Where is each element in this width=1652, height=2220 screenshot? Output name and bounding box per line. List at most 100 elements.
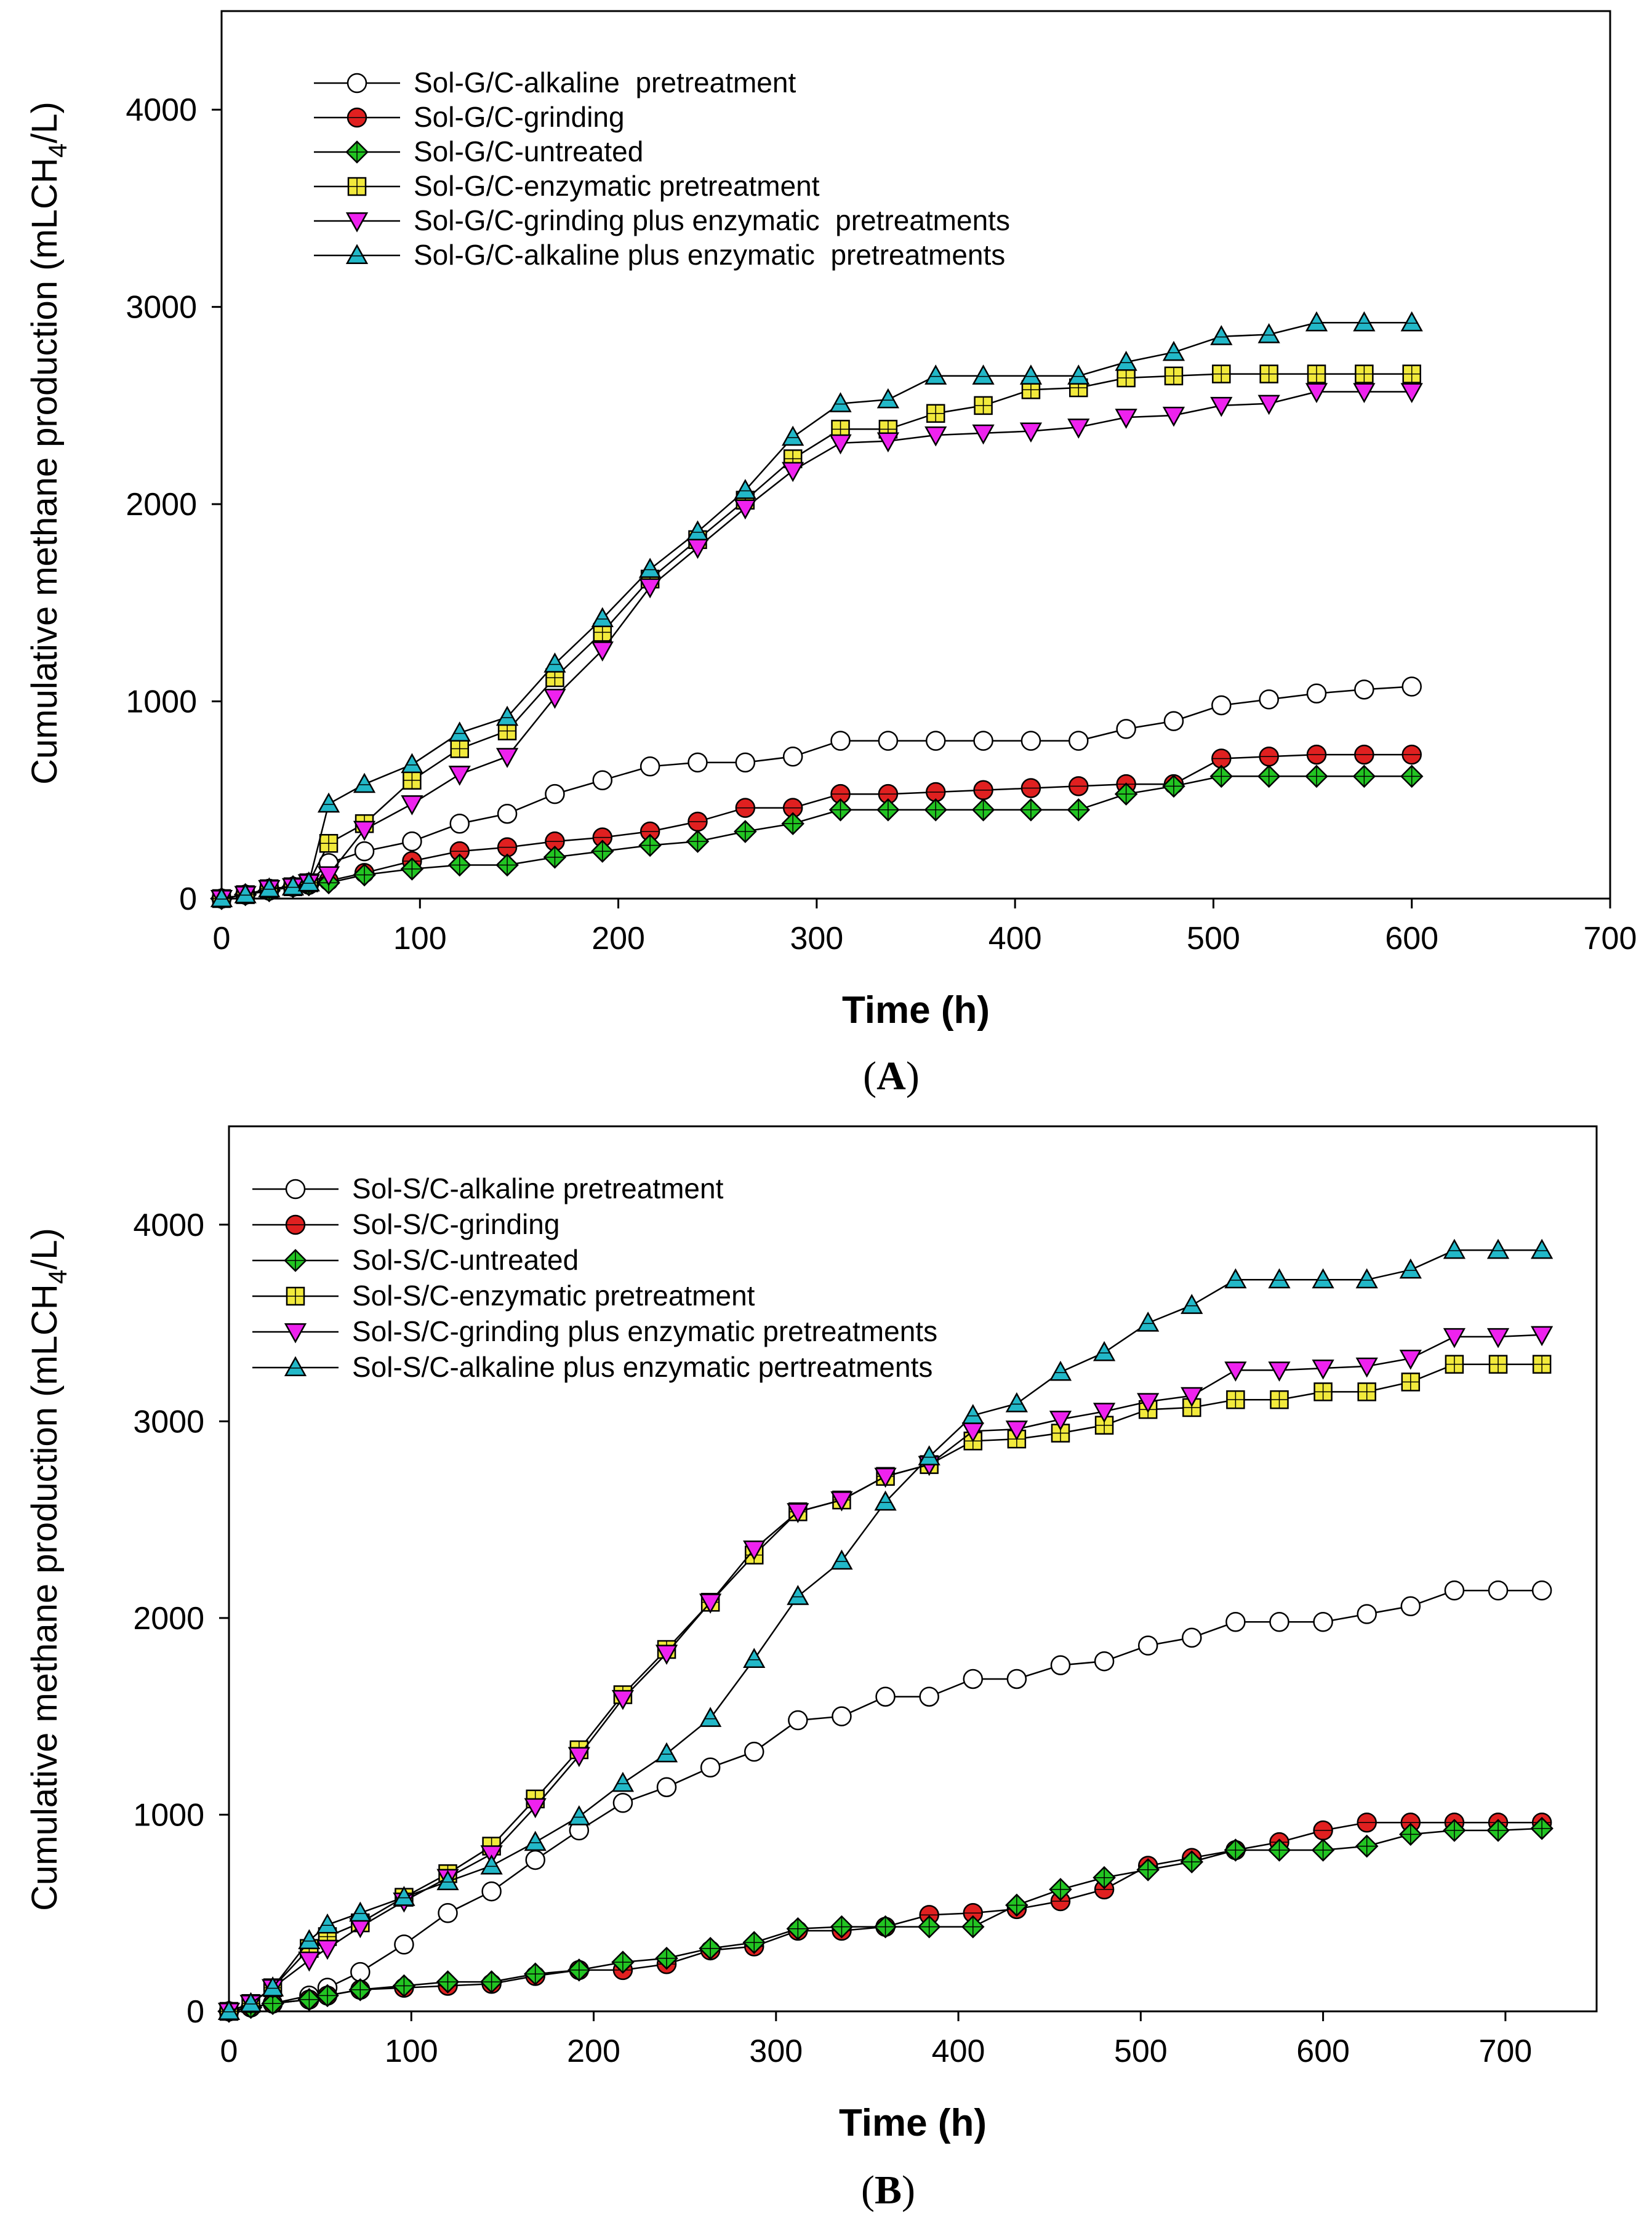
legend-label: Sol-G/C-enzymatic pretreatment [414,170,820,202]
data-point [656,1777,677,1797]
data-point-cross [591,841,613,862]
legend-entry: Sol-S/C-grinding [252,1208,559,1240]
data-point [699,1593,722,1614]
x-axis-label: Time (h) [842,989,990,1032]
data-point-cross [1117,369,1135,387]
data-point [1257,395,1280,415]
data-point [1211,695,1232,716]
data-point [876,388,900,409]
legend-label: Sol-G/C-alkaline pretreatment [414,66,796,98]
data-point-cross [1400,1824,1421,1845]
data-point-cross [354,864,375,886]
data-point-cross [1225,1839,1246,1861]
x-tick-label: 500 [1187,921,1240,956]
series-line [221,322,1412,900]
data-point [1399,1258,1422,1279]
data-point-cross [1068,799,1089,820]
data-point [545,783,565,804]
data-point [1400,1596,1421,1616]
series-line [221,391,1412,900]
series-line [221,686,1412,900]
data-point [1443,1238,1466,1259]
data-point [830,1491,853,1512]
data-point [524,1798,547,1819]
data-point [744,1741,764,1762]
legend-entry: Sol-G/C-grinding plus enzymatic pretreat… [314,204,1010,236]
data-point-cross [1356,1835,1377,1857]
data-point [591,607,614,628]
data-point [497,803,518,824]
data-point [878,731,899,751]
data-point [297,871,320,892]
x-tick-label: 500 [1114,2034,1168,2069]
data-point [830,1549,853,1570]
y-tick-label: 3000 [126,290,197,326]
legend-label: Sol-S/C-grinding [352,1208,559,1240]
data-point [875,1686,896,1707]
data-point-cross [1260,365,1278,383]
data-point-cross [962,1916,984,1937]
data-point [973,731,993,751]
data-point [1400,311,1423,332]
series-2 [211,744,1422,909]
data-point-cross [1258,766,1280,787]
data-point-cross [437,1971,459,1993]
y-tick-label: 0 [186,1994,204,2030]
data-point [234,883,257,904]
data-point [1005,1392,1028,1413]
data-point [210,887,233,908]
data-point [639,558,662,578]
data-point [1069,731,1089,751]
panel-caption: (A) [863,1054,920,1099]
y-tick-label: 3000 [133,1404,204,1440]
data-point-cross [875,1916,896,1937]
data-point [1224,1268,1247,1289]
data-point [591,641,614,662]
data-point [734,499,756,520]
y-axis-label-main: Cumulative methane production (mLCH [25,158,65,785]
data-point [924,426,947,447]
data-point-cross [1488,1820,1509,1841]
data-point [1163,711,1184,731]
data-point [1137,1635,1158,1656]
data-point-cross [1353,766,1375,787]
data-point [788,1710,808,1731]
series-line [228,1589,1542,2013]
data-point-cross [451,740,468,758]
panel-caption-letter: A [876,1054,906,1099]
data-point [1050,1655,1071,1675]
data-point [972,424,995,445]
plot-frame [220,10,1611,900]
data-point [1357,1604,1377,1624]
legend-marker-cross [347,142,367,162]
data-point-cross [568,1959,590,1981]
data-point [699,1707,722,1727]
data-point-cross [1355,365,1373,383]
data-point [925,731,946,751]
data-point [639,578,662,599]
data-point [1306,683,1327,703]
data-point [1530,1326,1554,1347]
data-point-cross [393,1975,415,1997]
data-point [1067,419,1090,439]
data-point-cross [1445,1355,1463,1373]
data-point [393,1886,415,1906]
data-point [874,1490,897,1511]
panel-caption: (B) [861,2168,915,2213]
series-5 [210,383,1423,910]
x-tick-label: 300 [749,2034,803,2069]
data-point-cross [612,1952,633,1973]
data-point-cross [1094,1867,1115,1888]
data-point [1444,1580,1465,1601]
data-point [353,820,376,841]
data-point-cross [1312,1839,1334,1861]
data-point-cross [700,1937,721,1959]
x-tick-label: 600 [1296,2034,1350,2069]
data-point [612,1793,633,1813]
data-point [1531,1580,1552,1601]
legend: Sol-G/C-alkaline pretreatment Sol-G/C-gri… [314,66,1010,271]
data-point [1305,311,1328,332]
data-point-cross [481,1971,502,1993]
data-point [1443,1328,1466,1348]
